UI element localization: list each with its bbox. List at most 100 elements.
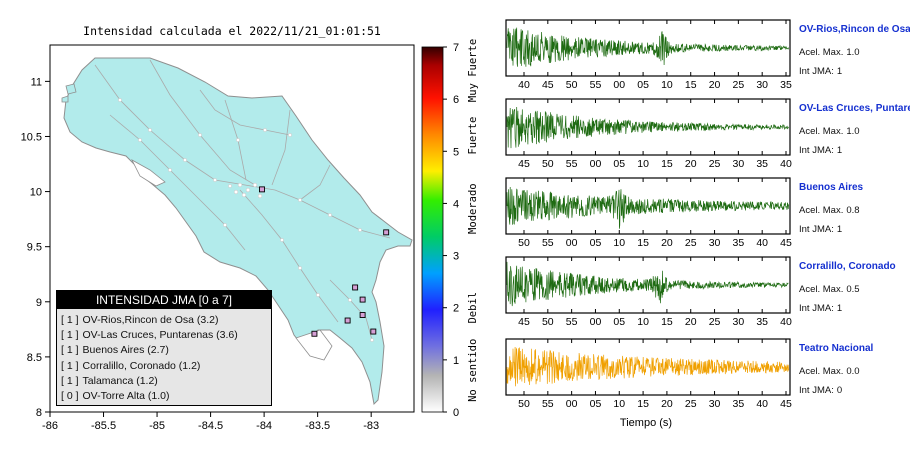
waveform-tick-label: 05 [637,79,649,91]
jma-label: Int JMA: [799,66,834,77]
legend-item-jma: [ 1 ] [61,329,79,342]
map-y-tick-label: 8 [36,407,42,419]
colorbar-band-label: Debil [467,292,479,324]
station-name: OV-Rios,Rincon de Osa [799,24,910,35]
map-y-tick-label: 10 [30,187,42,199]
island [65,83,77,95]
waveform-tick-label: 25 [709,316,721,328]
station-marker [370,328,377,335]
accel-max-label: Acel. Max. [799,205,844,216]
waveform-tick-label: 30 [756,79,768,91]
waveform-tick-label: 30 [733,316,745,328]
accel-max-value: 0.0 [846,366,860,377]
waveform-tick-label: 35 [733,398,745,410]
map-x-tick-label: -84 [256,420,272,432]
waveform-tick-label: 20 [685,158,697,170]
waveform-tick-label: 20 [685,316,697,328]
waveform-tick-label: 00 [566,237,578,249]
colorbar-tick-label: 7 [453,42,459,54]
jma-label: Int JMA: [799,224,834,235]
island [61,95,69,103]
waveform-tick-label: 10 [661,79,673,91]
station-marker [359,312,366,318]
legend-item-jma: [ 1 ] [61,344,79,357]
legend-item-jma: [ 1 ] [61,314,79,326]
jma-readout: Int JMA: 1 [799,145,842,156]
waveform-panel: 40 45 50 55 00 05 10 15 20 25 30 35 [505,19,792,91]
waveform-tick-label: 40 [756,237,768,249]
waveform-tick-label: 05 [613,158,625,170]
waveform-tick-label: 55 [542,237,554,249]
waveform-tick-label: 45 [542,79,554,91]
waveform-trace [506,186,789,229]
station-marker [311,330,318,337]
waveform-trace [506,346,789,387]
jma-value: 0 [836,385,843,396]
waveform-panel: 45 50 55 00 05 10 15 20 25 30 35 40 [505,98,792,170]
waveform-tick-label: 15 [637,237,649,249]
map-x-tick-label: -84.5 [198,420,223,432]
accel-max-value: 0.5 [846,284,860,295]
waveform-panel: 50 55 00 05 10 15 20 25 30 35 40 45 [505,338,792,410]
waveform-tick-label: 05 [590,237,602,249]
accel-max-label: Acel. Max. [799,366,844,377]
waveform-tick-label: 10 [613,237,625,249]
waveform-tick-label: 20 [661,398,673,410]
waveform-tick-label: 35 [756,316,768,328]
waveform-tick-label: 30 [709,398,721,410]
waveform-tick-label: 00 [566,398,578,410]
waveform-tick-label: 30 [709,237,721,249]
accel-max-label: Acel. Max. [799,284,844,295]
waveform-panel: 50 55 00 05 10 15 20 25 30 35 40 45 [505,177,792,249]
colorbar-band-label: Moderado [467,183,479,234]
waveform-tick-label: 35 [733,237,745,249]
town-markers [118,98,374,342]
waveform-tick-label: 00 [613,79,625,91]
legend-item-jma: [ 1 ] [61,359,79,372]
waveform-panel: 45 50 55 00 05 10 15 20 25 30 35 40 [505,256,792,328]
map-x-tick-label: -83 [363,420,379,432]
waveform-tick-label: 50 [542,316,554,328]
colorbar-ticks: 0 1 2 3 4 5 6 7 [443,42,459,419]
waveform-tick-label: 20 [709,79,721,91]
waveform-tick-label: 00 [590,158,602,170]
legend-item-label: OV-Torre Alta (1.0) [82,390,170,403]
legend-item: [ 1 ] Corralillo, Coronado (1.2) [61,359,271,374]
waveform-trace [506,261,789,307]
waveform-tick-label: 40 [518,79,530,91]
legend-item-jma: [ 1 ] [61,374,79,387]
station-marker [344,317,351,324]
waveform-panels: 40 45 50 55 00 05 10 15 20 25 30 35 45 50 55 00 05 10 15 20… [505,19,792,410]
legend-item: [ 1 ] Buenos Aires (2.7) [61,343,271,358]
accel-max-label: Acel. Max. [799,126,844,137]
waveform-tick-label: 45 [518,316,530,328]
colorbar-band-labels: No sentido Debil Moderado Fuerte Muy Fuerte [467,39,479,402]
colorbar-tick-label: 0 [453,407,459,419]
map-x-axis: -86 -85.5 -85 -84.5 -84 -83.5 -83 [42,412,379,432]
accel-max-readout: Acel. Max. 0.0 [799,366,860,377]
map-x-tick-label: -86 [42,420,58,432]
map-y-tick-label: 10.5 [21,131,42,143]
waveform-frame [505,338,791,396]
colorbar-tick-label: 3 [453,251,459,263]
waveform-tick-label: 00 [590,316,602,328]
station-marker [259,186,265,193]
legend-list: [ 1 ] OV-Rios,Rincon de Osa (3.2)[ 1 ] OV-… [57,313,271,404]
accel-max-value: 1.0 [846,126,860,137]
waveform-tick-label: 55 [566,158,578,170]
time-axis-label: Tiempo (s) [620,417,672,429]
legend-item-label: OV-Las Cruces, Puntarenas (3.6) [82,329,238,342]
colorbar-tick-label: 2 [453,303,459,315]
waveform-tick-label: 30 [733,158,745,170]
map-y-tick-label: 11 [31,76,42,88]
waveform-tick-label: 15 [661,316,673,328]
waveform-tick-label: 45 [518,158,530,170]
colorbar-band-label: Muy Fuerte [467,39,479,102]
station-marker [352,284,359,291]
map-frame [49,44,415,413]
waveform-tick-label: 50 [518,237,530,249]
jma-label: Int JMA: [799,385,834,396]
waveform-tick-label: 55 [590,79,602,91]
legend-item-label: Buenos Aires (2.7) [82,344,169,357]
